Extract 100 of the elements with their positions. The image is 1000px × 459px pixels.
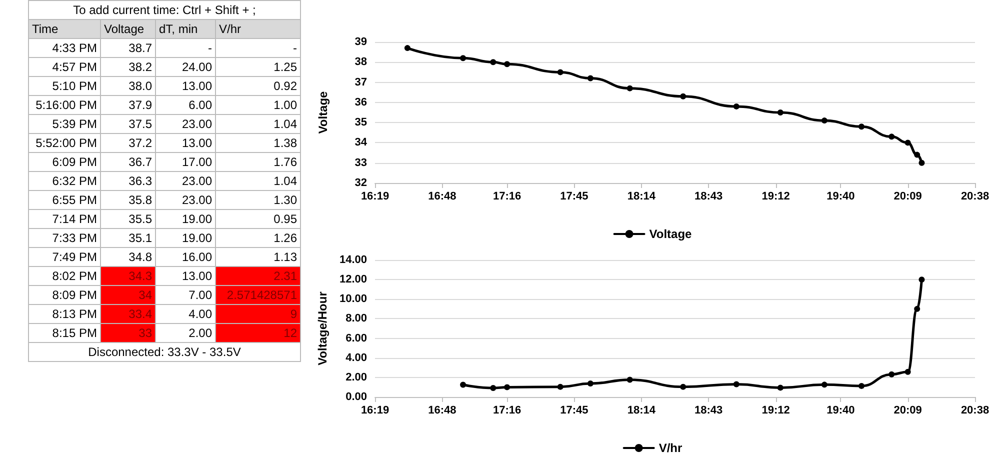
y-tick-label: 35 (354, 116, 367, 129)
category-label: 4:33 PM (28, 38, 100, 58)
y-tick-label: 6.00 (346, 332, 367, 344)
series-label: Voltage (100, 20, 156, 38)
legend-label: V/hr (658, 441, 682, 455)
x-tick-label: 16:48 (428, 190, 456, 202)
category-label: 5:52:00 PM (28, 134, 100, 152)
data-label: 1.38 (216, 134, 300, 152)
x-tick-label: 18:43 (694, 190, 723, 202)
point (914, 306, 920, 312)
data-label: 19.00 (156, 210, 216, 228)
y-tick-label: 4.00 (346, 352, 367, 364)
data-label: 1.04 (216, 172, 300, 190)
data-label: 2.31 (216, 266, 300, 286)
point (733, 103, 740, 110)
legend-label: dT, min (156, 20, 216, 38)
point (504, 384, 510, 390)
x-tick-label: 20:38 (960, 190, 990, 202)
data-label: 16.00 (156, 248, 216, 266)
data-label: 24.00 (156, 58, 216, 76)
point (680, 93, 686, 100)
y-tick-label: 37 (354, 76, 367, 88)
point (626, 85, 633, 92)
point (777, 110, 784, 116)
data-label: 1.00 (216, 96, 300, 114)
data-label: 12 (216, 324, 300, 342)
data-label: 19.00 (156, 228, 216, 248)
x-tick-label: 20:09 (894, 190, 922, 202)
data-label: 9 (216, 304, 300, 324)
x-tick-label: 19:40 (826, 404, 855, 416)
y-tick-label: 39 (354, 36, 367, 48)
category-label: 5:16:00 PM (28, 96, 100, 114)
point (490, 385, 496, 391)
data-label: 1.13 (216, 248, 300, 266)
data-label: - (216, 38, 300, 58)
point (918, 276, 925, 283)
data-label: 2.571428571 (216, 286, 300, 304)
point (504, 61, 510, 68)
x-tick-label: 17:45 (560, 190, 588, 202)
category-label: 6:32 PM (28, 172, 100, 190)
y-tick-label: 34 (354, 136, 368, 149)
x-tick-label: 17:45 (560, 404, 588, 416)
text: To add current time: Ctrl + Shift + ; (28, 0, 300, 20)
data-label: 37.5 (100, 114, 156, 134)
category-label: 5:10 PM (28, 76, 100, 96)
x-tick-label: 17:16 (492, 404, 522, 416)
data-label: 35.1 (100, 228, 156, 248)
point (460, 382, 466, 388)
y-tick-label: 36 (354, 96, 367, 108)
text: Disconnected: 33.3V - 33.5V (28, 342, 300, 362)
point (777, 384, 784, 391)
data-label: 37.2 (100, 134, 156, 152)
y-axis-title: Voltage (316, 90, 330, 134)
legend-label: V/hr (216, 20, 300, 38)
x-tick-label: 18:43 (694, 404, 723, 416)
point (587, 380, 594, 386)
y-tick-label: 8.00 (346, 312, 367, 325)
data-label: 1.30 (216, 190, 300, 210)
x-tick-label: 16:19 (360, 190, 390, 202)
y-tick-label: 2.00 (346, 371, 367, 384)
legend-label: Voltage (649, 227, 692, 241)
category-label: 5:39 PM (28, 114, 100, 134)
point (904, 368, 911, 375)
data-label: 34 (100, 286, 156, 304)
x-tick-label: 19:40 (826, 190, 855, 202)
point (733, 381, 740, 388)
y-axis-title: Voltage/Hour (316, 291, 330, 366)
data-label: - (156, 38, 216, 58)
data-label: 37.9 (100, 96, 156, 114)
x-tick-label: 19:12 (762, 404, 790, 416)
data-label: 0.92 (216, 76, 300, 96)
data-label: 35.5 (100, 210, 156, 228)
x-tick-label: 18:14 (627, 404, 656, 416)
y-tick-label: 33 (354, 156, 367, 169)
x-tick-label: 16:19 (360, 404, 390, 416)
point (888, 134, 895, 140)
category-label: 6:55 PM (28, 190, 100, 210)
data-label: 23.00 (156, 190, 216, 210)
data-label: 38.7 (100, 38, 156, 58)
y-tick-label: 38 (354, 56, 367, 68)
category-label: 7:49 PM (28, 248, 100, 266)
text: Time (28, 20, 100, 38)
x-tick-label: 17:16 (492, 190, 522, 202)
x-tick-label: 19:12 (762, 190, 790, 202)
category-label: 4:57 PM (28, 58, 100, 76)
data-label: 34.8 (100, 248, 156, 266)
data-label: 4.00 (156, 304, 216, 324)
category-label: 6:09 PM (28, 152, 100, 172)
data-label: 1.04 (216, 114, 300, 134)
data-label: 1.26 (216, 228, 300, 248)
data-label: 13.00 (156, 266, 216, 286)
point (918, 160, 925, 166)
point (680, 384, 686, 390)
point (888, 371, 895, 378)
point (557, 384, 564, 390)
x-tick-label: 20:38 (960, 404, 990, 416)
point (460, 55, 466, 62)
category-label: 8:13 PM (28, 304, 100, 324)
data-label: 38.0 (100, 76, 156, 96)
data-label: 1.25 (216, 58, 300, 76)
